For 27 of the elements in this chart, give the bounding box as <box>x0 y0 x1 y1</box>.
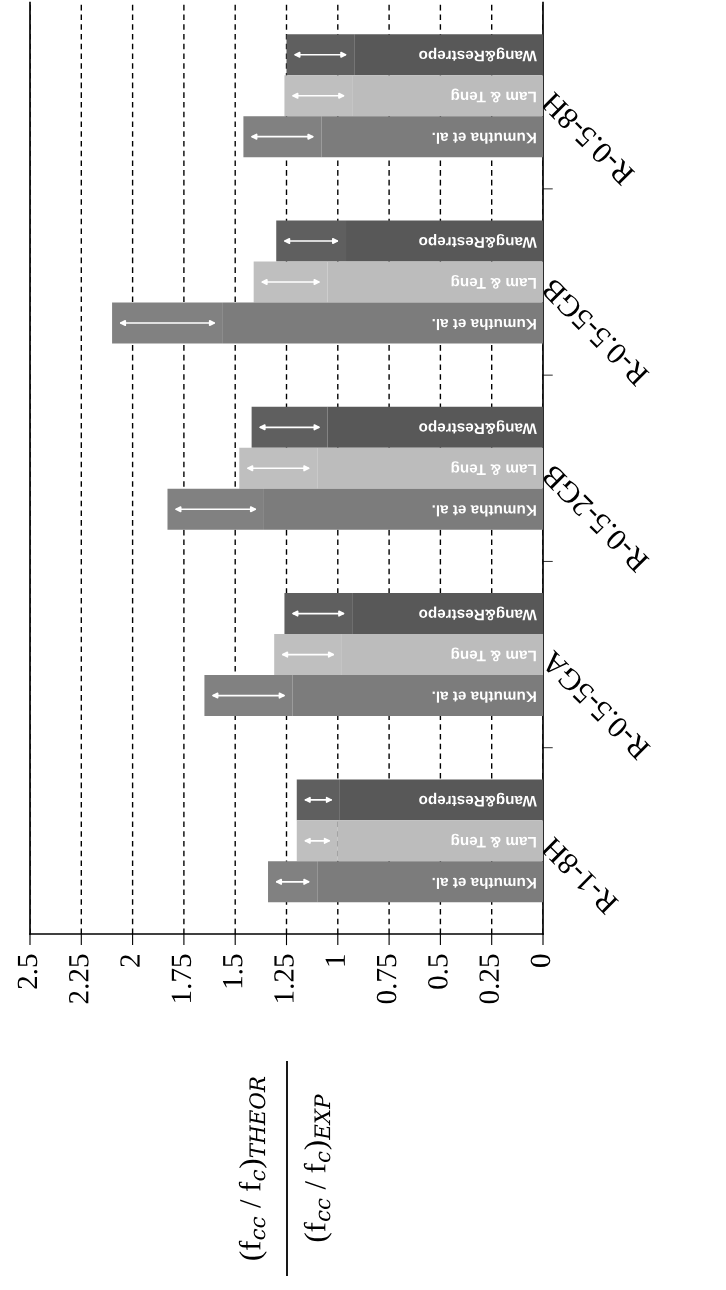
text: Wang&Restrepo <box>419 233 537 248</box>
text: Lam & Teng <box>451 833 536 848</box>
x-tick-label: 0.25 <box>479 954 500 1004</box>
text: Kumutha et al. <box>432 691 536 703</box>
text: Wang&Restrepo <box>419 792 537 807</box>
text: Wang&Restrepo <box>419 420 537 434</box>
text: Lam & Teng <box>451 461 536 475</box>
x-tick-label: 2.25 <box>69 954 89 1004</box>
x-tick-label: 2 <box>120 955 140 967</box>
x-tick-label: 0.5 <box>428 954 448 989</box>
text: Lam & Teng <box>451 647 536 662</box>
x-tick-label: 2.5 <box>17 954 38 989</box>
text: Kumutha et al. <box>432 877 536 889</box>
x-tick-label: 0.75 <box>376 954 397 1004</box>
text: Kumutha et al. <box>432 318 536 331</box>
series-label: Wang&Restrepo <box>419 47 537 62</box>
x-tick-label: 1.5 <box>222 954 243 988</box>
series-label: Kumutha et al. <box>432 132 536 144</box>
text: Lam & Teng <box>451 274 536 289</box>
text: (f$_{cc}$ / f$_{c}$)$_{THEOR}$ (f$_{cc}$ / f$_{c}$)$_{EXP}$ <box>238 1076 332 1260</box>
series-label: Lam & Teng <box>451 88 536 103</box>
x-tick-label: 1 <box>325 955 345 966</box>
x-tick-label: 0 <box>530 954 551 967</box>
x-tick-label: 1.25 <box>274 954 294 1002</box>
text: Wang&Restrepo <box>419 606 537 621</box>
x-tick-label: 1.75 <box>171 954 192 1002</box>
text: Kumutha et al. <box>432 505 536 517</box>
